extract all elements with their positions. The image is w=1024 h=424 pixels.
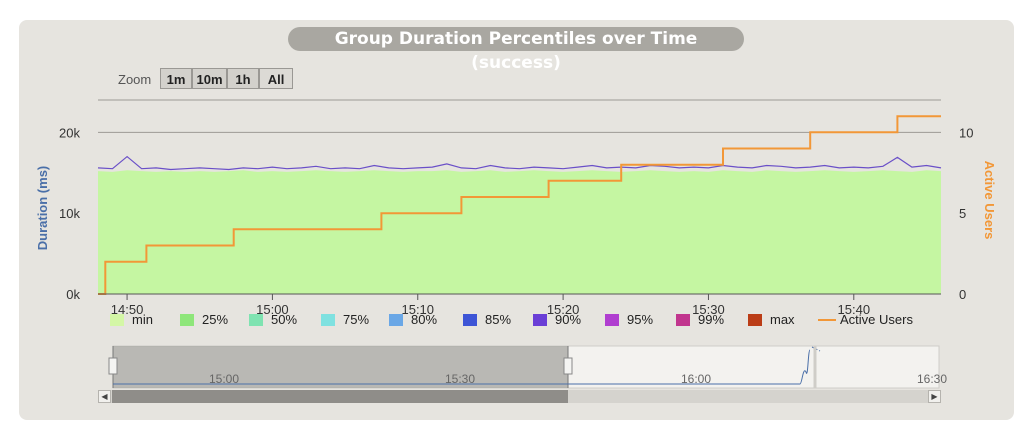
legend-swatch	[389, 314, 403, 326]
y-right-ticks: 0 5 10	[959, 125, 973, 302]
zoom-1h-button[interactable]: 1h	[227, 68, 259, 89]
legend-swatch	[748, 314, 762, 326]
zoom-1m-button[interactable]: 1m	[160, 68, 192, 89]
y-right-tick-label: 5	[959, 206, 966, 221]
navigator-label-1600: 16:00	[681, 372, 711, 386]
y-left-axis-title: Duration (ms)	[35, 166, 50, 251]
legend-label: min	[132, 312, 153, 327]
legend-swatch	[676, 314, 690, 326]
x-tick-label: 14:50	[111, 302, 144, 317]
y-right-axis-title: Active Users	[982, 161, 997, 240]
x-ticks: 14:50 15:00 15:10 15:20 15:30 15:40	[98, 293, 941, 317]
y-right-tick-label: 10	[959, 125, 973, 140]
x-tick-label: 15:40	[838, 302, 871, 317]
navigator-right-handle[interactable]	[563, 357, 573, 375]
series-active-users-line	[98, 115, 941, 295]
legend-label: 80%	[411, 312, 438, 327]
legend-label: 85%	[485, 312, 512, 327]
zoom-all-button[interactable]: All	[259, 68, 293, 89]
series-max-line	[97, 155, 942, 171]
navigator-left-handle[interactable]	[108, 357, 118, 375]
legend-label: Active Users	[840, 312, 913, 327]
navigator-selected-range[interactable]	[113, 346, 568, 388]
navigator-label-1630: 16:30	[917, 372, 947, 386]
y-left-ticks: 0k 10k 20k	[59, 125, 80, 302]
navigator-label-1530: 15:30	[445, 372, 475, 386]
x-tick-label: 15:30	[692, 302, 725, 317]
x-tick-label: 15:00	[256, 302, 289, 317]
y-left-tick-label: 10k	[59, 206, 80, 221]
legend-swatch	[321, 314, 335, 326]
legend-label: 90%	[555, 312, 582, 327]
legend-label: 95%	[627, 312, 654, 327]
series-25-area	[98, 170, 941, 294]
legend-label: 99%	[698, 312, 725, 327]
legend-swatch	[533, 314, 547, 326]
x-tick-label: 15:20	[547, 302, 580, 317]
navigator-series-line	[113, 349, 811, 385]
scroll-right-arrow-icon[interactable]: ▶	[928, 390, 941, 403]
x-tick-label: 15:10	[401, 302, 434, 317]
navigator-label-1500: 15:00	[209, 372, 239, 386]
navigator[interactable]: 15:00 15:30 16:00 16:30	[108, 345, 947, 389]
legend-label: 25%	[202, 312, 229, 327]
legend-swatch	[249, 314, 263, 326]
legend-swatch	[463, 314, 477, 326]
scrollbar[interactable]	[98, 390, 941, 403]
legend-label: 50%	[271, 312, 298, 327]
scrollbar-thumb[interactable]	[112, 390, 568, 403]
y-left-tick-label: 20k	[59, 125, 80, 140]
y-right-tick-label: 0	[959, 287, 966, 302]
legend-swatch	[110, 314, 124, 326]
scroll-left-arrow-icon[interactable]: ◀	[98, 390, 111, 403]
legend-swatch	[818, 319, 836, 321]
zoom-label: Zoom	[118, 72, 152, 87]
zoom-10m-button[interactable]: 10m	[192, 68, 227, 89]
legend-swatch	[605, 314, 619, 326]
legend-swatch	[180, 314, 194, 326]
chart-title: Group Duration Percentiles over Time (su…	[288, 27, 744, 73]
y-left-tick-label: 0k	[66, 287, 80, 302]
legend-label: max	[770, 312, 795, 327]
legend-label: 75%	[343, 312, 370, 327]
